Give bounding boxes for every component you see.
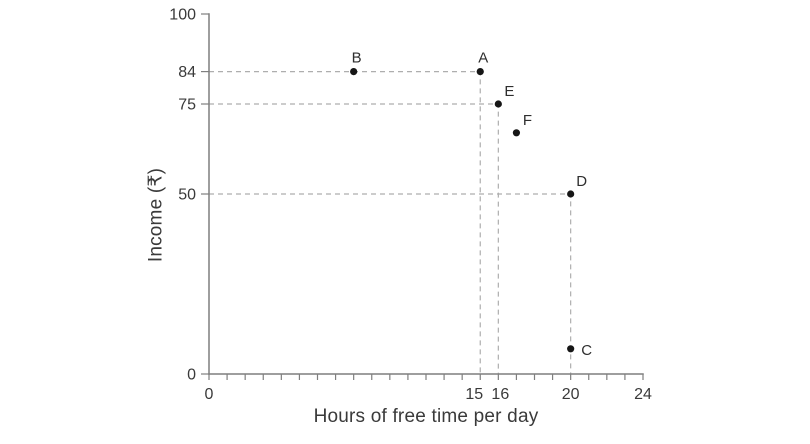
point-C <box>567 345 575 353</box>
point-B <box>350 68 358 76</box>
point-D <box>567 190 575 198</box>
guide-line-x20-y50 <box>209 193 572 374</box>
point-A <box>476 68 484 76</box>
y-tick-label-0: 0 <box>187 367 196 384</box>
guide-line-x16-y75 <box>209 103 499 374</box>
point-label-B: B <box>352 50 362 67</box>
x-tick-label-0: 0 <box>205 386 214 403</box>
point-label-D: D <box>576 173 587 190</box>
x-tick-label-15: 15 <box>465 386 483 403</box>
point-F <box>512 129 521 137</box>
point-label-C: C <box>581 342 592 359</box>
point-label-E: E <box>504 83 514 100</box>
x-tick-label-24: 24 <box>634 386 652 403</box>
y-tick-label-50: 50 <box>178 187 196 204</box>
point-E <box>494 100 502 108</box>
x-tick-label-20: 20 <box>562 386 580 403</box>
x-tick-label-16: 16 <box>491 386 509 403</box>
point-label-A: A <box>478 50 488 67</box>
y-tick-label-84: 84 <box>178 64 196 81</box>
y-tick-label-75: 75 <box>178 97 196 114</box>
y-axis-title: Income (₹) <box>145 167 167 263</box>
guide-line-x15-y84 <box>209 71 481 374</box>
y-tick-label-100: 100 <box>169 7 196 24</box>
point-label-F: F <box>523 112 532 129</box>
x-axis-title: Hours of free time per day <box>313 406 539 427</box>
